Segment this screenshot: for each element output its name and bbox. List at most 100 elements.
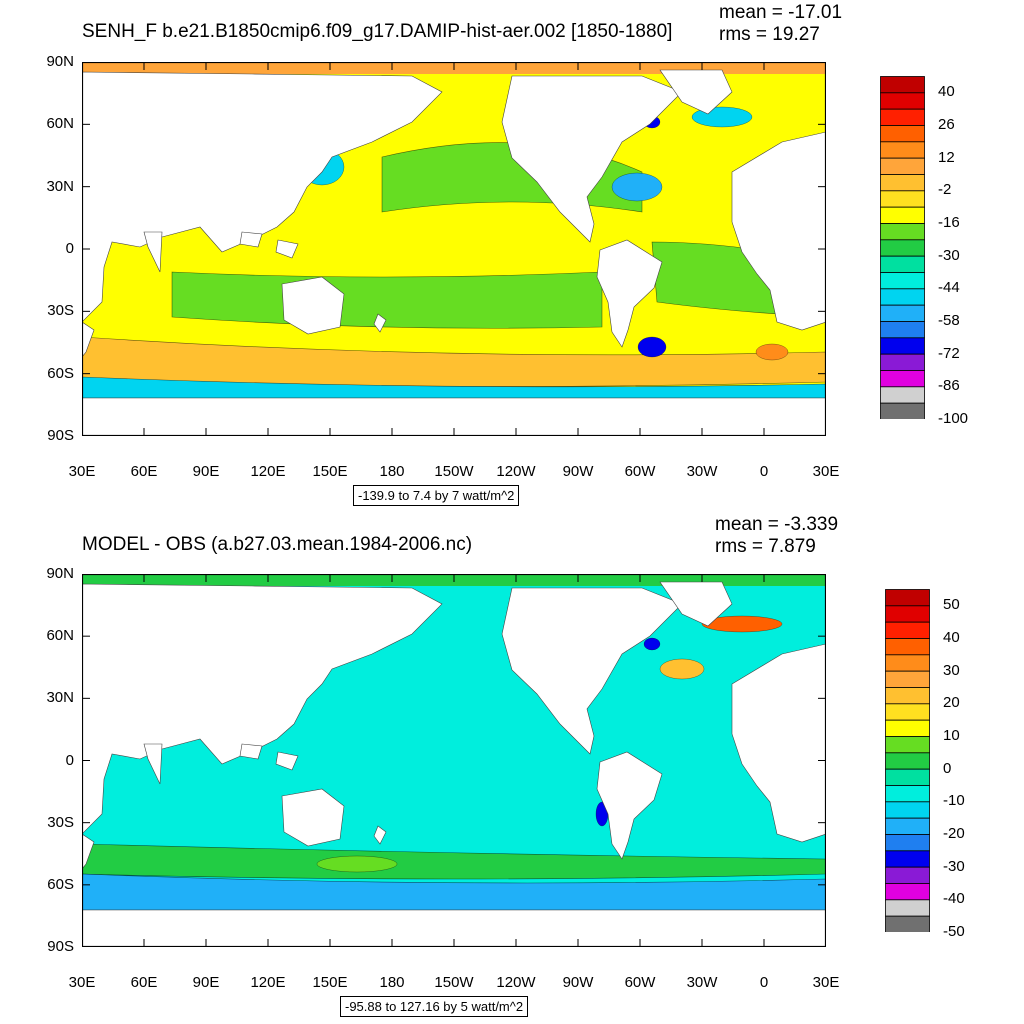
top-map bbox=[82, 62, 826, 436]
top-contour-range: -139.9 to 7.4 by 7 watt/m^2 bbox=[353, 485, 520, 506]
colorbar-swatch bbox=[885, 670, 930, 688]
land-mask bbox=[143, 743, 163, 785]
colorbar-swatch bbox=[880, 125, 925, 143]
colorbar-label: -58 bbox=[938, 312, 960, 329]
land-mask bbox=[659, 581, 733, 627]
lat-tick-label: 0 bbox=[65, 240, 74, 257]
colorbar-label: -30 bbox=[938, 246, 960, 264]
colorbar-swatch bbox=[885, 654, 930, 672]
lat-tick-label: 90N bbox=[46, 565, 74, 582]
lat-tick-label: 60S bbox=[47, 364, 74, 382]
colorbar-label: 26 bbox=[938, 116, 955, 133]
colorbar-swatch bbox=[880, 206, 925, 224]
colorbar-swatch bbox=[885, 866, 930, 884]
lon-tick-label: 30E bbox=[68, 974, 96, 991]
land-mask bbox=[373, 825, 387, 845]
bottom-mean-value: mean = -3.339 bbox=[715, 514, 839, 535]
lon-tick-label: 60E bbox=[130, 974, 158, 991]
land-mask bbox=[239, 231, 263, 248]
colorbar-swatch bbox=[885, 883, 930, 901]
lon-tick-label: 90W bbox=[562, 463, 594, 480]
lon-tick-label: 60W bbox=[624, 974, 656, 991]
colorbar-swatch bbox=[885, 719, 930, 737]
colorbar-swatch bbox=[885, 703, 930, 721]
field-band bbox=[82, 873, 826, 911]
lon-tick-label: 150W bbox=[434, 974, 474, 991]
top-panel: SENH_F b.e21.B1850cmip6.f09_g17.DAMIP-hi… bbox=[46, 2, 969, 506]
colorbar-swatch bbox=[880, 353, 925, 371]
land-mask bbox=[501, 75, 683, 243]
bottom-map-canvas bbox=[82, 574, 826, 947]
colorbar-swatch bbox=[880, 370, 925, 388]
colorbar-swatch bbox=[885, 768, 930, 786]
lon-tick-label: 120W bbox=[496, 463, 536, 480]
colorbar-label: 10 bbox=[943, 727, 960, 744]
colorbar-swatch bbox=[880, 272, 925, 290]
bottom-panel: MODEL - OBS (a.b27.03.mean.1984-2006.nc)… bbox=[0, 512, 1024, 1024]
lon-tick-label: 120W bbox=[496, 974, 536, 991]
land-mask bbox=[731, 131, 826, 331]
lon-tick-label: 0 bbox=[759, 463, 769, 480]
land-mask bbox=[659, 69, 733, 115]
colorbar-label: -16 bbox=[938, 214, 960, 231]
land-mask bbox=[596, 751, 663, 860]
colorbar-swatch bbox=[885, 915, 930, 932]
lon-tick-label: 30E bbox=[812, 463, 840, 480]
bottom-rms-value: rms = 7.879 bbox=[715, 536, 816, 557]
colorbar-label: 20 bbox=[943, 694, 960, 712]
colorbar-label: 30 bbox=[943, 661, 960, 679]
lat-tick-label: 90N bbox=[46, 53, 74, 70]
colorbar-swatch bbox=[880, 76, 925, 94]
colorbar-label: -100 bbox=[938, 410, 969, 427]
lon-tick-label: 180 bbox=[379, 974, 405, 991]
lon-tick-label: 150W bbox=[434, 463, 474, 480]
colorbar-label: -20 bbox=[943, 825, 965, 842]
colorbar-label: 12 bbox=[938, 148, 955, 166]
colorbar-label: 40 bbox=[938, 83, 955, 101]
colorbar-swatch bbox=[880, 321, 925, 339]
land-mask bbox=[501, 587, 683, 755]
colorbar-swatch bbox=[885, 834, 930, 852]
land-mask bbox=[82, 583, 443, 835]
lat-tick-label: 30N bbox=[46, 177, 74, 195]
colorbar-label: -44 bbox=[938, 279, 960, 297]
field-anomaly bbox=[701, 615, 783, 633]
colorbar-swatch bbox=[885, 899, 930, 917]
top-rms-value: rms = 19.27 bbox=[719, 24, 820, 45]
colorbar-swatch bbox=[880, 386, 925, 404]
colorbar-label: -86 bbox=[938, 377, 960, 395]
lon-tick-label: 180 bbox=[379, 463, 405, 480]
land-mask bbox=[82, 397, 826, 436]
colorbar-label: 40 bbox=[943, 629, 960, 646]
top-mean-value: mean = -17.01 bbox=[719, 2, 843, 23]
colorbar-swatch bbox=[880, 337, 925, 355]
colorbar-label: -50 bbox=[943, 923, 965, 940]
lat-tick-label: 30N bbox=[46, 689, 74, 707]
field-anomaly bbox=[659, 658, 705, 680]
colorbar-swatch bbox=[885, 736, 930, 754]
land-mask bbox=[281, 788, 345, 847]
field-anomaly bbox=[611, 172, 663, 202]
lon-tick-label: 30W bbox=[686, 974, 718, 991]
lon-tick-label: 150E bbox=[312, 463, 348, 480]
field-anomaly bbox=[637, 336, 667, 358]
colorbar-label: -2 bbox=[938, 181, 952, 199]
colorbar-swatch bbox=[885, 817, 930, 835]
colorbar-swatch bbox=[885, 621, 930, 639]
field-band bbox=[171, 271, 603, 329]
colorbar-swatch bbox=[880, 92, 925, 110]
lat-tick-label: 60N bbox=[46, 627, 74, 645]
top-map-canvas bbox=[82, 62, 826, 436]
lon-tick-label: 60E bbox=[130, 463, 158, 480]
bottom-contour-range: -95.88 to 127.16 by 5 watt/m^2 bbox=[340, 996, 529, 1017]
colorbar-swatch bbox=[885, 589, 930, 607]
lat-tick-label: 30S bbox=[47, 302, 74, 320]
land-mask bbox=[239, 743, 263, 760]
colorbar-swatch bbox=[880, 157, 925, 175]
colorbar-swatch bbox=[880, 255, 925, 273]
colorbar-label: -30 bbox=[943, 857, 965, 875]
land-mask bbox=[82, 833, 95, 870]
land-mask bbox=[596, 239, 663, 348]
land-mask bbox=[82, 909, 826, 947]
colorbar-swatch bbox=[885, 785, 930, 803]
